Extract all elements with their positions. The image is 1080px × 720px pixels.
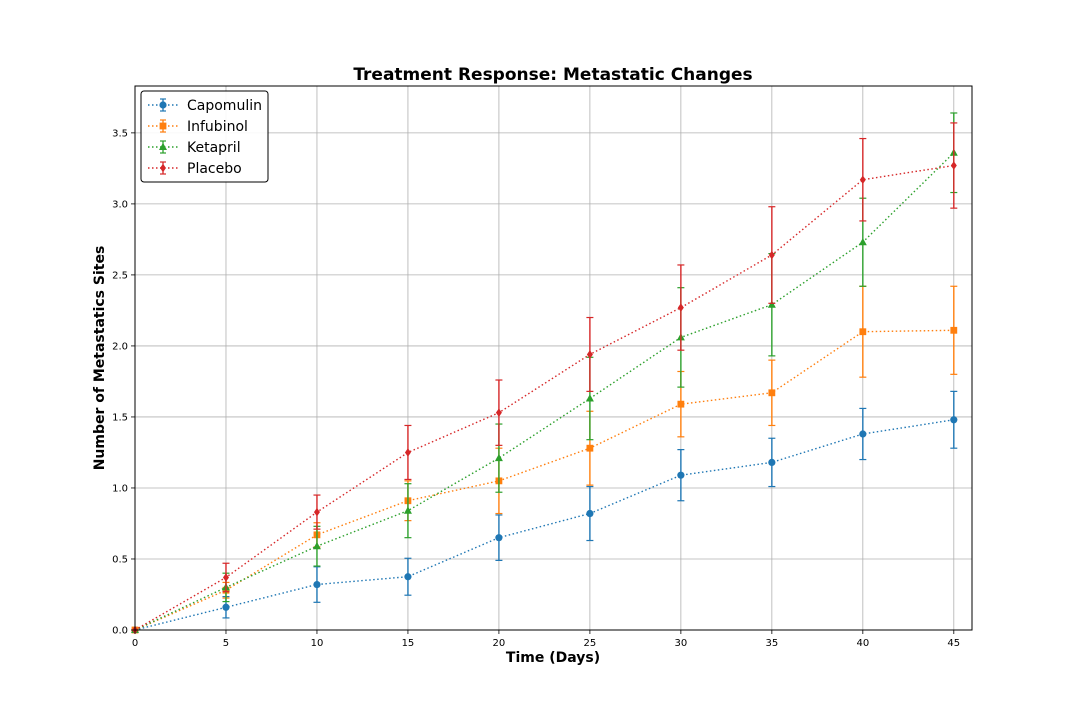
placebo-point [677, 303, 684, 312]
capomulin-point [586, 509, 594, 518]
ketapril-point [767, 300, 776, 308]
x-tick-label: 40 [856, 638, 869, 649]
y-tick-label: 0.0 [112, 626, 128, 637]
infubinol-point [768, 389, 776, 397]
placebo-point [950, 161, 957, 170]
capomulin-point [313, 580, 321, 589]
x-axis-title: Time (Days) [506, 650, 600, 666]
placebo-point [313, 507, 320, 517]
x-tick-label: 10 [311, 638, 324, 649]
capomulin-point [404, 573, 412, 581]
legend-item-capomulin: Capomulin [148, 98, 262, 114]
legend-label: Placebo [187, 161, 242, 177]
ketapril-line [134, 152, 955, 631]
capomulin-line [134, 419, 954, 631]
y-tick-label: 0.5 [112, 554, 128, 565]
ketapril-point [403, 506, 412, 514]
ketapril-point [494, 453, 503, 462]
y-tick-label: 1.5 [112, 412, 128, 423]
legend: Capomulin Infubinol Ketapril Placebo [140, 90, 269, 183]
legend-label: Infubinol [187, 119, 248, 135]
x-tick-label: 20 [493, 638, 506, 649]
placebo-point [404, 448, 411, 457]
capomulin-point [950, 416, 958, 424]
legend-label: Capomulin [187, 98, 262, 114]
placebo-point [768, 250, 775, 260]
x-tick-label: 5 [223, 638, 229, 649]
legend-marker [160, 163, 166, 173]
capomulin-point [859, 430, 867, 438]
capomulin-point [677, 471, 685, 479]
y-tick-label: 2.5 [112, 270, 128, 281]
axes: 0 5 10 15 20 25 30 35 40 45 0.0 0.5 1.0 1.5 2.0 2.5 3.0 3… [112, 128, 960, 649]
infubinol-point [586, 444, 594, 452]
x-tick-label: 25 [584, 638, 597, 649]
placebo-line [134, 164, 954, 631]
capomulin-point [768, 458, 776, 466]
infubinol-point [859, 328, 867, 336]
legend-item-infubinol: Infubinol [148, 119, 248, 135]
legend-label: Ketapril [187, 140, 241, 156]
placebo-point [222, 573, 229, 582]
y-tick-label: 3.5 [112, 128, 128, 139]
legend-marker [159, 122, 167, 130]
capomulin-point [222, 603, 230, 611]
placebo-point [495, 408, 502, 417]
infubinol-line [134, 329, 954, 631]
infubinol-point [677, 400, 685, 408]
legend-marker [159, 101, 167, 109]
plot-area-frame [134, 85, 973, 631]
y-tick-label: 2.0 [112, 341, 128, 352]
ketapril-point [858, 237, 867, 246]
y-axis-title: Number of Metastatics Sites [92, 246, 108, 471]
legend-item-placebo: Placebo [148, 161, 242, 177]
series-layer [131, 112, 958, 635]
series-placebo [132, 122, 958, 635]
x-tick-label: 45 [947, 638, 960, 649]
legend-item-ketapril: Ketapril [148, 140, 241, 156]
placebo-point [859, 175, 866, 185]
y-tick-label: 1.0 [112, 483, 128, 494]
capomulin-point [495, 534, 503, 542]
ketapril-point [312, 541, 321, 550]
x-tick-label: 35 [765, 638, 778, 649]
legend-marker [159, 142, 167, 150]
infubinol-point [950, 326, 958, 334]
x-tick-label: 0 [132, 638, 138, 649]
x-tick-label: 15 [402, 638, 415, 649]
legend-box [140, 90, 269, 183]
placebo-point [586, 350, 593, 359]
x-tick-label: 30 [675, 638, 688, 649]
y-tick-label: 3.0 [112, 199, 128, 210]
series-capomulin [131, 390, 958, 634]
ketapril-point [585, 394, 594, 402]
chart-title: Treatment Response: Metastatic Changes [353, 65, 752, 85]
